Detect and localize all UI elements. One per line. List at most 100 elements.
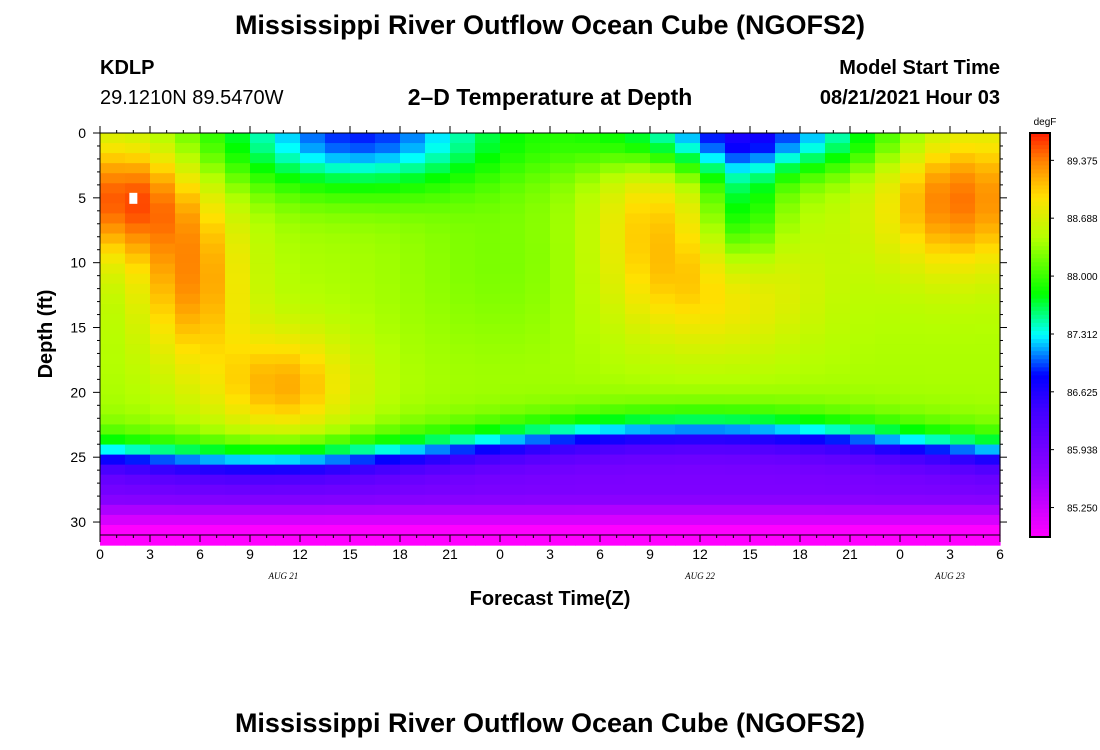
- heatmap-cell: [250, 173, 276, 184]
- heatmap-cell: [200, 434, 226, 446]
- heatmap-cell: [900, 474, 926, 486]
- heatmap-cell: [475, 374, 501, 385]
- heatmap-cell: [725, 143, 751, 154]
- heatmap-cell: [175, 133, 201, 144]
- colorbar-segment: [1030, 209, 1050, 215]
- heatmap-cell: [175, 434, 201, 446]
- heatmap-cell: [800, 133, 826, 144]
- heatmap-cell: [150, 243, 176, 255]
- heatmap-cell: [325, 163, 351, 174]
- heatmap-cell: [775, 434, 801, 446]
- heatmap-cell: [450, 143, 476, 154]
- heatmap-cell: [350, 303, 376, 315]
- heatmap-cell: [725, 263, 751, 275]
- heatmap-cell: [350, 213, 376, 225]
- heatmap-cell: [400, 404, 426, 415]
- heatmap-cell: [350, 283, 376, 295]
- heatmap-cell: [300, 203, 326, 214]
- heatmap-cell: [225, 263, 251, 275]
- heatmap-cell: [825, 404, 851, 415]
- heatmap-cell: [175, 384, 201, 395]
- heatmap-cell: [700, 504, 726, 516]
- heatmap-cell: [425, 143, 451, 154]
- heatmap-cell: [775, 514, 801, 526]
- colorbar-segment: [1030, 419, 1050, 425]
- heatmap-cell: [900, 253, 926, 265]
- heatmap-cell: [900, 323, 926, 335]
- colorbar-segment: [1030, 254, 1050, 259]
- heatmap-cell: [250, 233, 276, 245]
- heatmap-cell: [750, 213, 776, 225]
- heatmap-cell: [250, 374, 276, 385]
- colorbar-segment: [1030, 399, 1050, 405]
- heatmap-cell: [375, 404, 401, 415]
- heatmap-cell: [650, 424, 676, 436]
- heatmap-cell: [700, 163, 726, 174]
- heatmap-cell: [950, 183, 976, 194]
- heatmap-cell: [800, 394, 826, 405]
- heatmap-cell: [900, 464, 926, 476]
- heatmap-cell: [375, 143, 401, 154]
- heatmap-cell: [700, 233, 726, 245]
- heatmap-cell: [750, 263, 776, 275]
- heatmap-cell: [950, 444, 976, 456]
- heatmap-cell: [675, 344, 701, 355]
- heatmap-cell: [825, 253, 851, 265]
- colorbar-segment: [1030, 290, 1050, 296]
- colorbar-segment: [1030, 282, 1050, 288]
- heatmap-cell: [600, 494, 626, 506]
- heatmap-cell: [950, 263, 976, 275]
- heatmap-cell: [600, 153, 626, 164]
- x-tick-label: 18: [392, 546, 408, 562]
- heatmap-cell: [925, 203, 951, 214]
- heatmap-cell: [200, 223, 226, 235]
- heatmap-cell: [450, 223, 476, 235]
- heatmap-cell: [725, 173, 751, 184]
- heatmap-cell: [575, 344, 601, 355]
- heatmap-cell: [475, 263, 501, 275]
- heatmap-cell: [475, 133, 501, 144]
- colorbar-segment: [1030, 149, 1050, 154]
- heatmap-cell: [500, 474, 526, 486]
- heatmap-cell: [500, 293, 526, 305]
- heatmap-cell: [925, 323, 951, 335]
- heatmap-cell: [250, 524, 276, 536]
- heatmap-cell: [300, 344, 326, 355]
- heatmap-cell: [200, 444, 226, 456]
- heatmap-cell: [975, 364, 1001, 375]
- heatmap-cell: [450, 524, 476, 536]
- heatmap-cell: [275, 434, 301, 446]
- heatmap-cell: [700, 414, 726, 426]
- heatmap-cell: [375, 535, 401, 546]
- heatmap-cell: [800, 223, 826, 235]
- heatmap-cell: [500, 273, 526, 285]
- heatmap-cell: [425, 394, 451, 405]
- heatmap-cell: [475, 494, 501, 506]
- heatmap-cell: [700, 484, 726, 496]
- heatmap-cell: [525, 354, 551, 365]
- colorbar-segment: [1030, 403, 1050, 409]
- heatmap-cell: [500, 384, 526, 395]
- heatmap-cell: [750, 203, 776, 214]
- heatmap-cell: [100, 173, 126, 184]
- heatmap-cell: [400, 394, 426, 405]
- model-start-time: 08/21/2021 Hour 03: [819, 87, 1000, 109]
- heatmap-cell: [925, 213, 951, 225]
- heatmap-cell: [500, 374, 526, 385]
- heatmap-cell: [725, 364, 751, 375]
- heatmap-cell: [550, 384, 576, 395]
- heatmap-cell: [650, 233, 676, 245]
- heatmap-cell: [900, 203, 926, 214]
- heatmap-cell: [375, 414, 401, 426]
- heatmap-cell: [825, 364, 851, 375]
- heatmap-cell: [700, 203, 726, 214]
- heatmap-cell: [875, 494, 901, 506]
- heatmap-cell: [825, 263, 851, 275]
- heatmap-cell: [975, 394, 1001, 405]
- heatmap-cell: [625, 323, 651, 335]
- heatmap-cell: [550, 444, 576, 456]
- colorbar-tick-label: 87.312: [1067, 330, 1098, 341]
- heatmap-cell: [525, 143, 551, 154]
- heatmap-cell: [500, 524, 526, 536]
- heatmap-cell: [200, 163, 226, 174]
